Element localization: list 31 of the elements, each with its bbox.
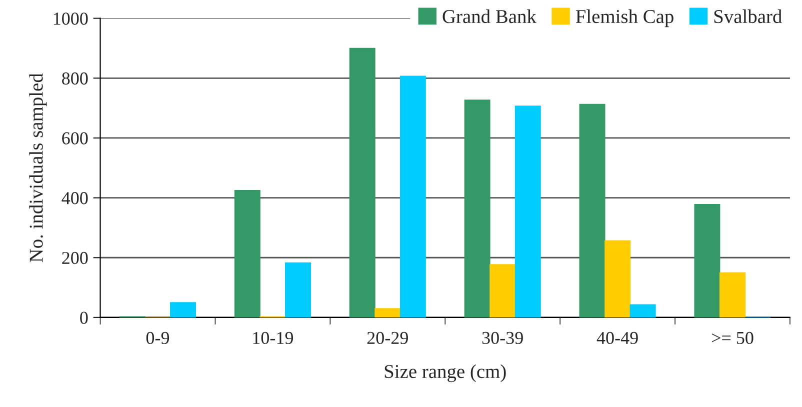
legend-label: Flemish Cap [576,9,674,28]
bar [234,190,260,318]
bar [630,304,656,318]
x-tick-label: 20-29 [367,332,408,344]
bar [464,100,490,318]
x-tick-label: 30-39 [482,332,523,344]
bar [694,204,720,318]
y-tick-label: 200 [62,252,88,264]
y-tick-label: 0 [80,312,88,324]
bar [514,106,541,318]
x-tick-label: 40-49 [596,332,638,344]
x-tick-label: >= 50 [712,332,754,344]
bar [604,240,631,318]
bar [579,104,606,318]
bar [284,262,311,318]
y-tick-label: 400 [62,192,88,204]
x-axis-title: Size range (cm) [384,364,506,382]
legend-label: Grand Bank [442,9,536,24]
bar [490,264,516,318]
x-tick-label: 0-9 [146,332,170,344]
bar [400,76,426,318]
y-tick-label: 600 [62,132,88,144]
legend-label: Svalbard [714,9,782,24]
bar [720,272,746,318]
bar [349,48,376,318]
y-tick-label: 1000 [54,12,88,25]
y-axis-title: No. individuals sampled [29,73,47,262]
bar [374,308,401,318]
y-tick-label: 800 [62,72,88,85]
x-tick-label: 10-19 [253,332,294,344]
bar [170,302,196,318]
